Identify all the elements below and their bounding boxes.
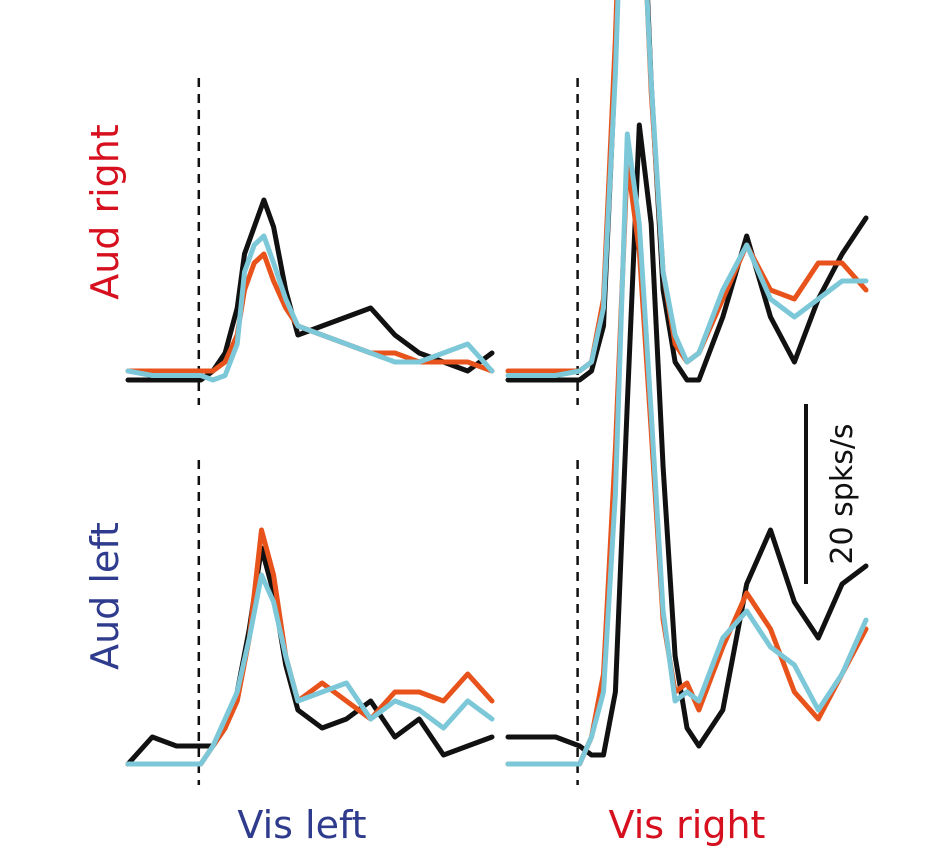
psth-trace-1-0 [505,0,869,383]
psth-trace-3-0 [505,122,869,758]
psth-trace-3-2 [505,131,869,767]
scale-bar: 20 spks/s [804,404,860,584]
psth-trace-3-1 [505,158,869,767]
psth-trace-0-1 [125,251,495,374]
psth-trace-1-2 [505,0,869,378]
col-label-vis-right: Vis right [609,803,766,847]
psth-trace-2-2 [125,572,495,767]
psth-trace-0-2 [125,233,495,383]
psth-trace-2-0 [125,545,495,767]
row-label-aud-left: Aud left [83,522,127,670]
panels-group [125,0,869,785]
row-label-aud-right: Aud right [83,124,127,300]
col-label-vis-left: Vis left [237,803,366,847]
psth-trace-2-1 [125,527,495,767]
scale-bar-label: 20 spks/s [825,423,860,564]
